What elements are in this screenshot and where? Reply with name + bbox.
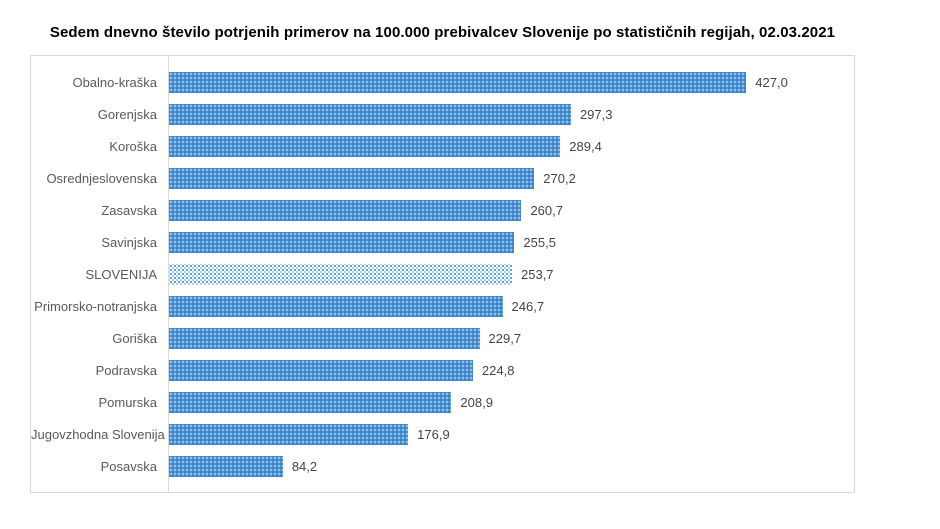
bar-track: 84,2 xyxy=(169,455,845,477)
bar-track: 270,2 xyxy=(169,167,845,189)
category-label: Podravska xyxy=(95,362,157,378)
bar xyxy=(169,199,522,221)
bar xyxy=(169,103,571,125)
category-label: SLOVENIJA xyxy=(85,266,157,282)
bar-row: Obalno-kraška 427,0 xyxy=(31,66,854,98)
bar-track: 208,9 xyxy=(169,391,845,413)
category-label: Pomurska xyxy=(98,394,157,410)
bar xyxy=(169,71,747,93)
bar-row: Primorsko-notranjska 246,7 xyxy=(31,290,854,322)
chart-title: Sedem dnevno število potrjenih primerov … xyxy=(49,24,836,41)
value-label: 224,8 xyxy=(481,362,515,378)
bar xyxy=(169,455,283,477)
bar-track: 176,9 xyxy=(169,423,845,445)
bar-track: 246,7 xyxy=(169,295,845,317)
value-label: 289,4 xyxy=(569,138,602,154)
value-label: 176,9 xyxy=(417,426,450,442)
category-label: Gorenjska xyxy=(97,106,157,122)
bar-row: Posavska 84,2 xyxy=(31,450,854,482)
bar-row: Goriška 229,7 xyxy=(31,322,854,354)
category-label: Obalno-kraška xyxy=(72,74,157,90)
value-label: 427,0 xyxy=(755,74,788,90)
chart-frame: Obalno-kraška 427,0 Gorenjska 297,3 Koro… xyxy=(30,55,855,493)
value-label: 208,9 xyxy=(460,394,493,410)
bar-track: 224,8 xyxy=(169,359,845,381)
bar-track: 260,7 xyxy=(169,199,845,221)
bar xyxy=(169,231,515,253)
category-label: Osrednjeslovenska xyxy=(46,170,157,186)
category-label: Koroška xyxy=(109,138,157,154)
bar xyxy=(169,423,409,445)
bar-row: Pomurska 208,9 xyxy=(31,386,854,418)
bar-track: 253,7 xyxy=(169,263,845,285)
bar xyxy=(169,295,503,317)
bar-row: Savinjska 255,5 xyxy=(31,226,854,258)
bar-row: Koroška 289,4 xyxy=(31,130,854,162)
category-label: Jugovzhodna Slovenija xyxy=(31,426,165,442)
category-label: Primorsko-notranjska xyxy=(34,298,157,314)
value-label: 253,7 xyxy=(521,266,554,282)
bar-row: SLOVENIJA 253,7 xyxy=(31,258,854,290)
bar-row: Osrednjeslovenska 270,2 xyxy=(31,162,854,194)
value-label: 297,3 xyxy=(579,106,613,122)
bar xyxy=(169,263,512,285)
value-label: 270,2 xyxy=(543,170,576,186)
category-label: Posavska xyxy=(100,458,157,474)
bar xyxy=(169,135,561,157)
bar-row: Jugovzhodna Slovenija 176,9 xyxy=(31,418,854,450)
bar-row: Zasavska 260,7 xyxy=(31,194,854,226)
value-label: 246,7 xyxy=(511,298,545,314)
bar xyxy=(169,167,535,189)
bar xyxy=(169,391,452,413)
category-label: Zasavska xyxy=(101,202,157,218)
value-label: 84,2 xyxy=(291,458,318,474)
category-label: Goriška xyxy=(112,330,157,346)
category-axis-line xyxy=(168,56,169,492)
bar-track: 427,0 xyxy=(169,71,845,93)
bar-row: Gorenjska 297,3 xyxy=(31,98,854,130)
bar-track: 229,7 xyxy=(169,327,845,349)
value-label: 255,5 xyxy=(523,234,556,250)
bar-row: Podravska 224,8 xyxy=(31,354,854,386)
category-label: Savinjska xyxy=(101,234,157,250)
bar-track: 297,3 xyxy=(169,103,845,125)
bar xyxy=(169,359,473,381)
bar-rows: Obalno-kraška 427,0 Gorenjska 297,3 Koro… xyxy=(31,56,854,492)
bar-track: 289,4 xyxy=(169,135,845,157)
bar-track: 255,5 xyxy=(169,231,845,253)
value-label: 260,7 xyxy=(530,202,563,218)
value-label: 229,7 xyxy=(488,330,522,346)
bar xyxy=(169,327,480,349)
